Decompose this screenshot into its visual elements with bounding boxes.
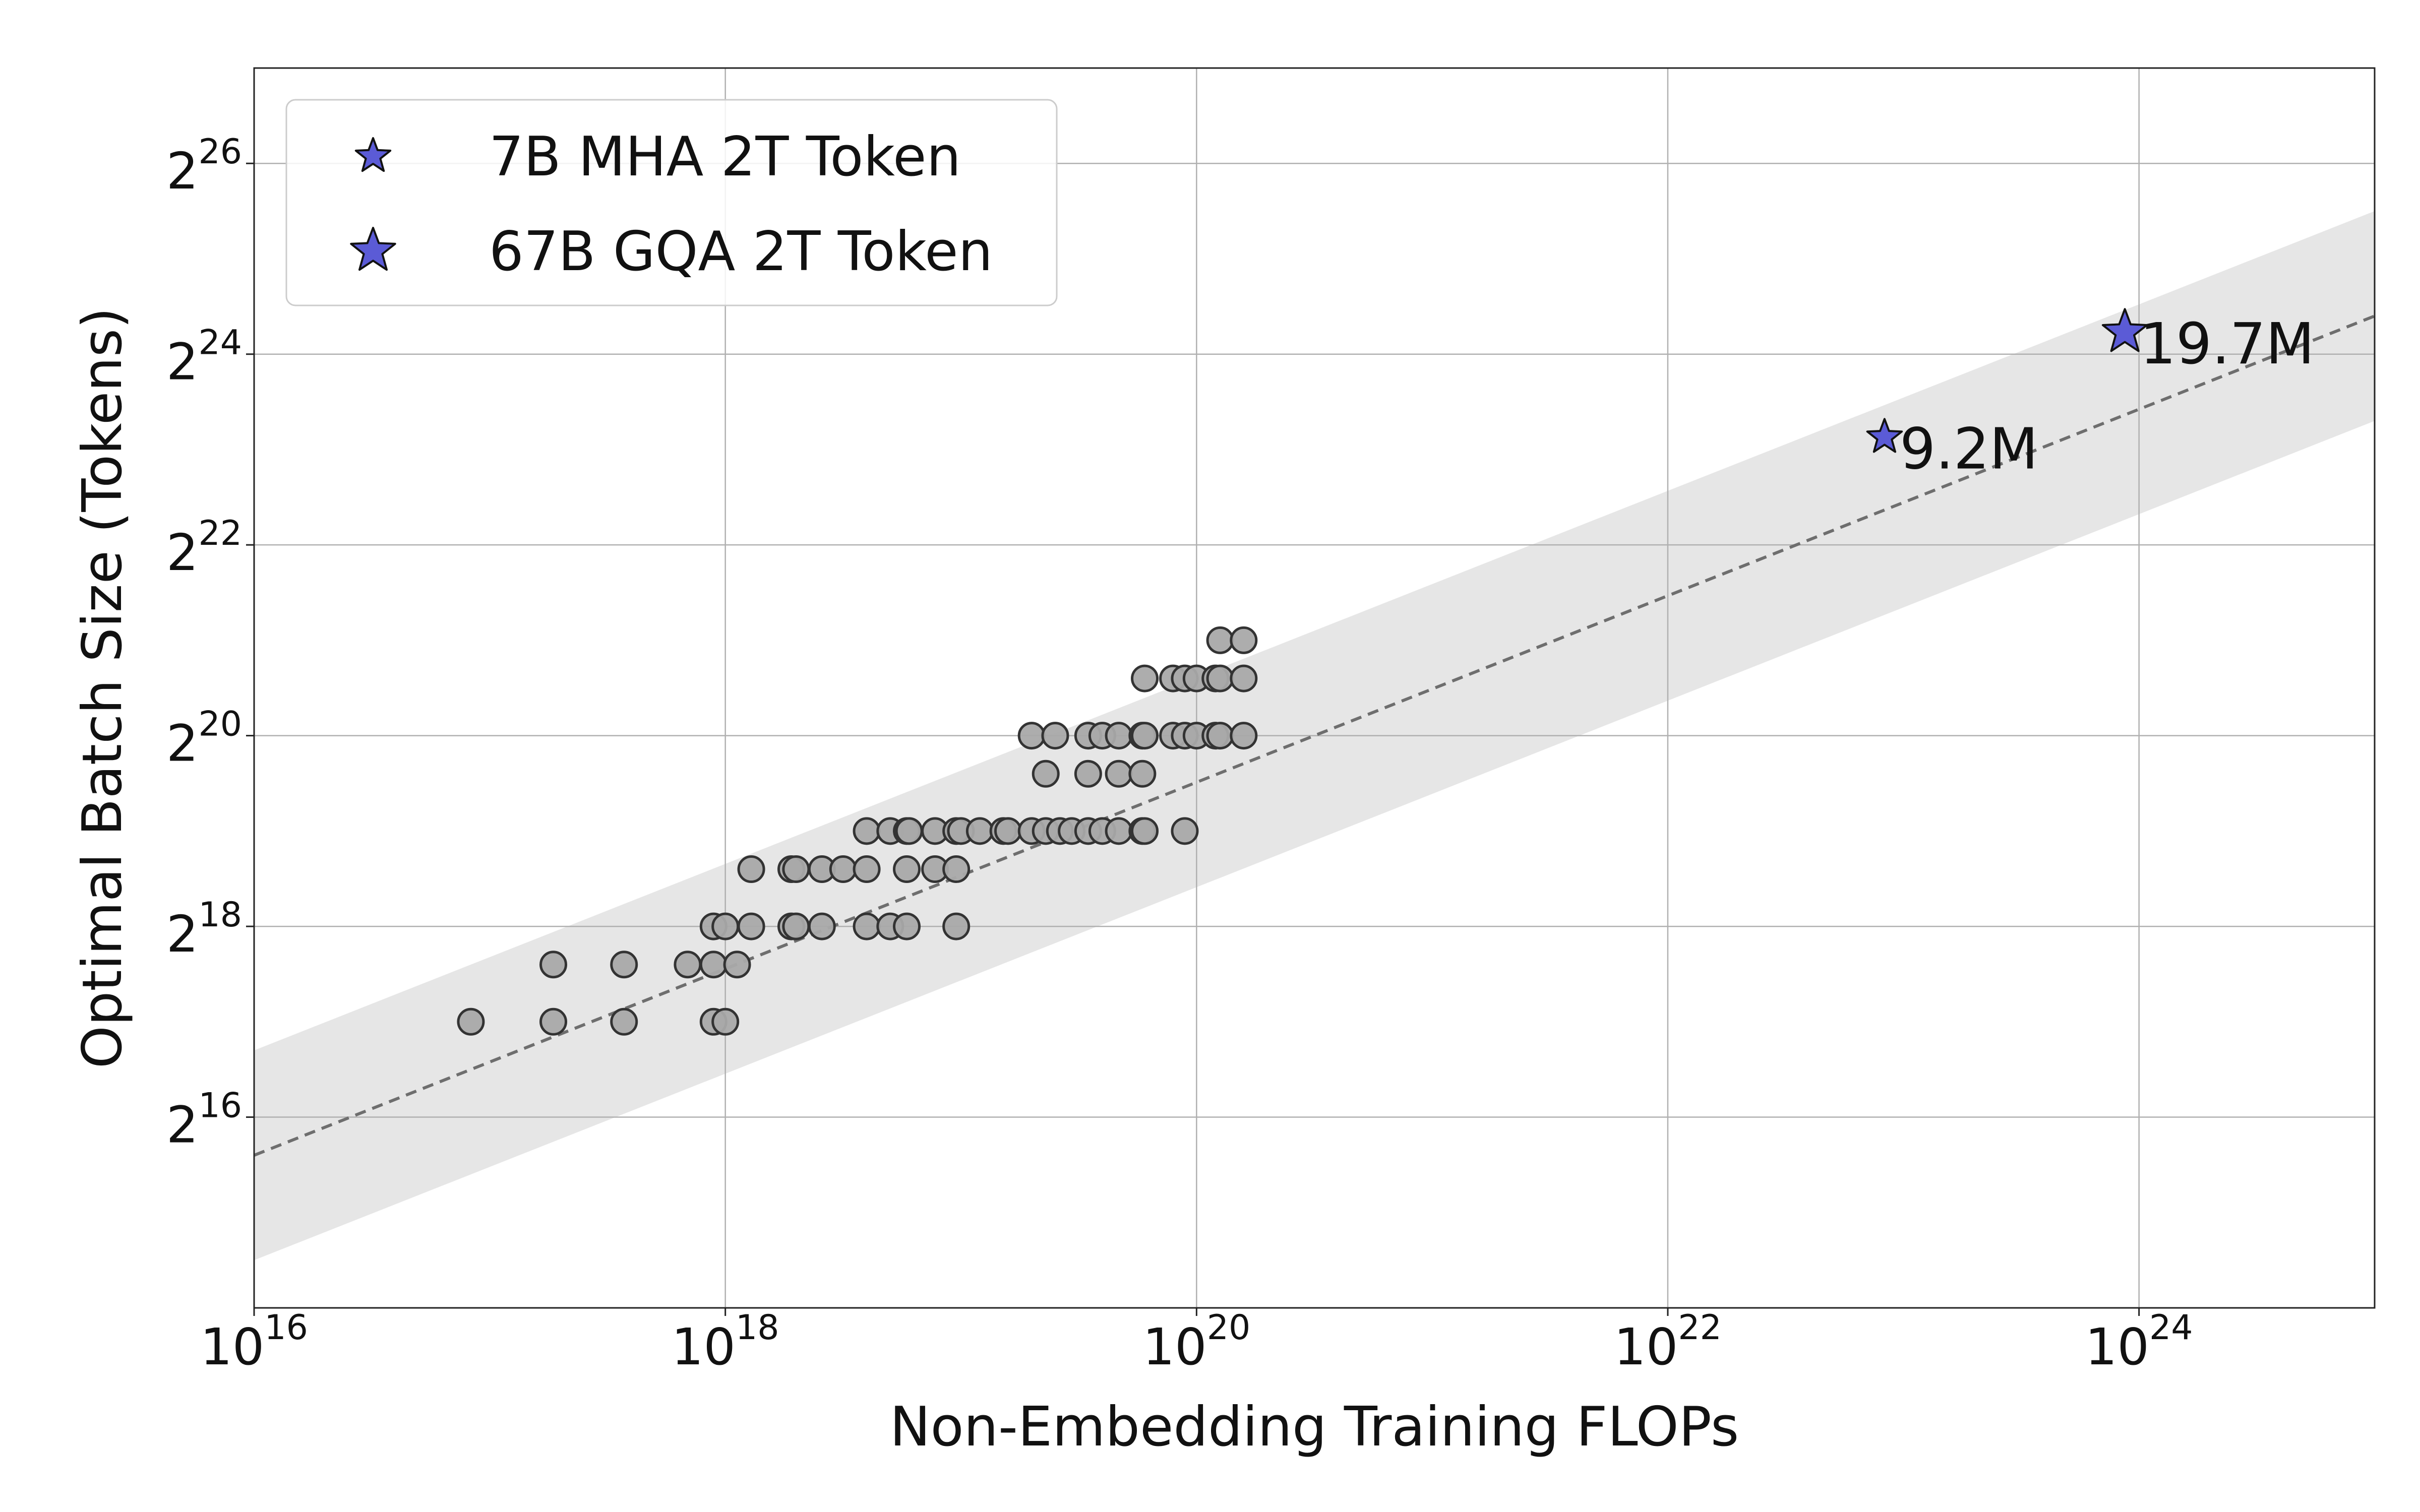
scatter-point-73 <box>1230 664 1258 692</box>
scatter-points <box>457 626 1258 1036</box>
scatter-point-27 <box>893 855 921 884</box>
y-axis-ticks: 216 218 220 222 224 226 <box>166 132 254 1155</box>
scatter-point-13 <box>737 855 765 884</box>
scatter-point-23 <box>853 817 881 845</box>
legend: 7B MHA 2T Token 67B GQA 2T Token <box>285 99 1058 306</box>
legend-star-icon-0 <box>354 137 392 172</box>
x-axis-ticks: 1016 1018 1020 1022 1024 <box>200 1308 2193 1376</box>
y-tick-label-0: 216 <box>166 1086 242 1155</box>
scatter-point-18 <box>808 912 836 940</box>
scatter-point-6 <box>699 951 728 979</box>
scatter-point-52 <box>1105 760 1133 788</box>
scatter-point-58 <box>1131 722 1159 750</box>
model-star-markers <box>1866 308 2148 453</box>
star-annotation-1: 19.7M <box>2140 311 2315 377</box>
y-tick-label-1: 218 <box>166 895 242 964</box>
scatter-point-36 <box>965 817 994 845</box>
scatter-point-3 <box>610 1007 638 1036</box>
legend-label-0: 7B MHA 2T Token <box>489 125 961 188</box>
scatter-point-55 <box>1128 760 1157 788</box>
scatter-point-51 <box>1105 817 1133 845</box>
scatter-point-2 <box>539 951 568 979</box>
scatter-point-29 <box>895 817 923 845</box>
scatter-point-69 <box>1206 722 1234 750</box>
scatter-point-72 <box>1230 722 1258 750</box>
x-tick-label-1: 1018 <box>672 1308 779 1376</box>
legend-box <box>285 99 1058 306</box>
scatter-point-74 <box>1230 626 1258 654</box>
y-tick-label-4: 224 <box>166 323 242 392</box>
scatter-point-34 <box>942 912 971 940</box>
scatter-point-10 <box>711 1007 740 1036</box>
scatter-point-12 <box>737 912 765 940</box>
scatter-point-4 <box>610 951 638 979</box>
scatter-point-1 <box>539 1007 568 1036</box>
x-axis-title: Non-Embedding Training FLOPs <box>890 1396 1739 1459</box>
scatter-point-17 <box>782 855 810 884</box>
star-marker-0 <box>1866 418 1903 453</box>
scatter-point-40 <box>1017 722 1046 750</box>
scatter-point-53 <box>1105 722 1133 750</box>
y-tick-label-3: 222 <box>166 514 242 582</box>
scatter-point-26 <box>893 912 921 940</box>
y-tick-label-5: 226 <box>166 132 242 201</box>
y-axis-title: Optimal Batch Size (Tokens) <box>71 307 134 1068</box>
scatter-point-20 <box>829 855 857 884</box>
scatter-point-33 <box>942 855 971 884</box>
scatter-point-62 <box>1171 817 1199 845</box>
scatter-point-47 <box>1074 760 1102 788</box>
y-tick-label-2: 220 <box>166 705 242 773</box>
star-marker-1 <box>2101 308 2148 352</box>
scatter-point-38 <box>994 817 1022 845</box>
scatter-point-15 <box>782 912 810 940</box>
x-tick-label-3: 1022 <box>1614 1308 1722 1376</box>
star-annotations: 9.2M 19.7M <box>1900 311 2315 482</box>
x-tick-label-0: 1016 <box>200 1308 308 1376</box>
scatter-point-5 <box>674 951 702 979</box>
legend-star-icon-1 <box>350 227 396 271</box>
plot-frame <box>253 67 2376 1309</box>
scatter-point-0 <box>457 1007 485 1036</box>
scatter-point-11 <box>711 912 740 940</box>
scatter-point-41 <box>1041 722 1069 750</box>
scatter-point-70 <box>1206 664 1234 692</box>
scatter-point-22 <box>853 912 881 940</box>
scatter-point-71 <box>1206 626 1234 654</box>
x-tick-label-2: 1020 <box>1142 1308 1250 1376</box>
scatter-point-59 <box>1131 664 1159 692</box>
star-annotation-0: 9.2M <box>1900 416 2038 482</box>
scatter-point-21 <box>853 855 881 884</box>
scatter-point-42 <box>1032 760 1060 788</box>
scatter-point-57 <box>1131 817 1159 845</box>
scatter-point-9 <box>723 951 751 979</box>
x-tick-label-4: 1024 <box>2085 1308 2193 1376</box>
legend-label-1: 67B GQA 2T Token <box>489 220 993 283</box>
